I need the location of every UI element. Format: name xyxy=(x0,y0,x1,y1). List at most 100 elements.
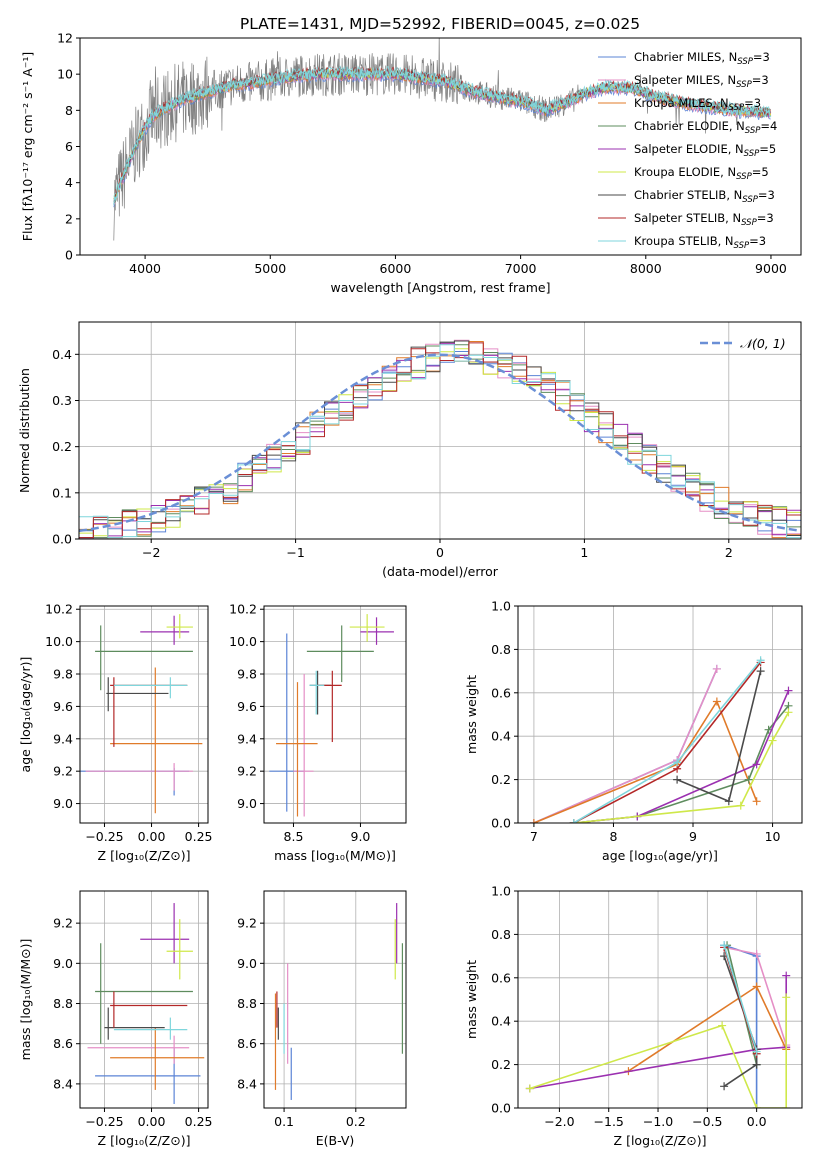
mass_vs_ebv-ytick-label-3: 9.0 xyxy=(237,956,257,971)
spectrum-legend-value-1: =3 xyxy=(752,73,769,87)
mass_weight_vs_age-ytick-label-0: 0.0 xyxy=(491,816,511,831)
mass_weight_vs_age-ytick-label-5: 1.0 xyxy=(491,599,511,614)
age_vs_mass-panel: 8.5 9.0 9.0 9.2 9.4 9.6 9.8 10.0 10.2 mass [log₁₀… xyxy=(229,602,407,863)
mass_weight_vs_Z-marker-8-1 xyxy=(752,1047,761,1056)
age_vs_mass-ytick-label-0: 9.0 xyxy=(237,796,257,811)
spectrum-legend-sub-0: SSP xyxy=(737,57,753,67)
spectrum-ytick-label-4: 8 xyxy=(65,103,73,118)
spectrum-plot-area xyxy=(113,38,772,241)
mass_weight_vs_age-marker-8-1 xyxy=(673,758,682,767)
mass_weight_vs_age-frame xyxy=(517,605,803,824)
spectrum-legend-value-8: =3 xyxy=(749,234,766,248)
mass_vs_Z-frame xyxy=(79,890,209,1109)
gaussian-legend-label: 𝒩(0, 1) xyxy=(740,336,786,351)
mass_weight_vs_Z-marker-2-1 xyxy=(752,982,761,991)
mass_weight_vs_age-marker-6-2 xyxy=(756,667,765,676)
mass_weight_vs_Z-marker-5-1 xyxy=(718,1021,727,1030)
mass_weight_vs_Z-marker-5-4 xyxy=(782,993,791,1002)
mass_weight_vs_Z-ytick-label-4: 0.8 xyxy=(491,927,511,942)
gaussian-curve xyxy=(79,353,801,533)
mass_weight_vs_Z-line-8 xyxy=(723,945,758,1052)
age_vs_mass-ytick-label-3: 9.6 xyxy=(237,699,257,714)
age_vs_Z-ytick-label-5: 10.0 xyxy=(45,634,73,649)
mass_weight_vs_age-xtick-label-3: 10 xyxy=(765,829,781,844)
mass_vs_ebv-xtick-label-0: 0.1 xyxy=(274,1114,294,1129)
spectrum-xtick-label-5: 9000 xyxy=(755,261,787,276)
mass_vs_ebv-panel: 0.1 0.2 8.4 8.6 8.8 9.0 9.2 E(B-V) xyxy=(237,890,407,1148)
mass_weight_vs_Z-marker-5-0 xyxy=(525,1084,534,1093)
spectrum-kroupa-stelib-line xyxy=(113,67,772,205)
spectrum-legend-value-7: =3 xyxy=(757,211,774,225)
mass_weight_vs_age-ytick-label-2: 0.4 xyxy=(491,729,511,744)
histogram-step-8 xyxy=(79,344,801,539)
age_vs_Z-ylabel: age [log₁₀(age/yr)] xyxy=(18,657,33,773)
mass_weight_vs_age-marker-3-2 xyxy=(744,775,753,784)
spectrum-ytick-label-0: 0 xyxy=(65,248,73,263)
spectrum-legend-label-7: Salpeter STELIB, NSSP=3 xyxy=(634,211,774,228)
mass_weight_vs_Z-ytick-label-3: 0.6 xyxy=(491,970,511,985)
mass_weight_vs_age-ylabel: mass weight xyxy=(464,675,479,754)
spectrum-xtick-label-3: 7000 xyxy=(505,261,537,276)
spectrum-legend-value-4: =5 xyxy=(759,142,776,156)
mass_weight_vs_age-marker-8-0 xyxy=(569,819,578,823)
mass_weight_vs_age-ytick-label-4: 0.8 xyxy=(491,642,511,657)
spectrum-panel: 4000 5000 6000 7000 8000 9000 0 2 4 6 8 10 12 wavelen… xyxy=(20,31,802,295)
age_vs_Z-frame xyxy=(79,605,209,824)
mass_weight_vs_Z-ytick-label-0: 0.0 xyxy=(491,1101,511,1116)
mass_vs_Z-ytick-label-2: 8.8 xyxy=(53,996,73,1011)
mass_vs_ebv-xtick-label-1: 0.2 xyxy=(346,1114,366,1129)
mass_vs_Z-plot-area xyxy=(87,903,205,1104)
mass_vs_Z-ylabel: mass [log₁₀(M/M⊙)] xyxy=(18,939,33,1061)
spectrum-xlabel: wavelength [Angstrom, rest frame] xyxy=(330,280,550,295)
age_vs_mass-ytick-label-5: 10.0 xyxy=(229,634,257,649)
spectrum-ytick-label-5: 10 xyxy=(57,67,73,82)
age_vs_Z-xtick-label-2: 0.25 xyxy=(185,829,213,844)
mass_vs_ebv-ytick-label-1: 8.6 xyxy=(237,1036,257,1051)
mass_weight_vs_age-marker-1-2 xyxy=(712,664,721,673)
mass_vs_Z-ytick-label-4: 9.2 xyxy=(53,916,73,931)
spectrum-observed-line xyxy=(113,38,771,241)
residuals-ytick-label-3: 0.3 xyxy=(52,393,72,408)
mass_vs_ebv-plot-area xyxy=(274,903,404,1100)
mass_vs_ebv-frame xyxy=(263,890,407,1109)
spectrum-xtick-label-4: 8000 xyxy=(630,261,662,276)
mass_weight_vs_Z-marker-5-2 xyxy=(752,1104,761,1108)
mass_vs_Z-ytick-label-1: 8.6 xyxy=(53,1036,73,1051)
mass_weight_vs_age-marker-4-3 xyxy=(784,686,793,695)
mass_weight_vs_Z-plot-area xyxy=(525,941,791,1108)
spectrum-xtick-label-2: 6000 xyxy=(380,261,412,276)
mass_weight_vs_age-xtick-label-2: 9 xyxy=(689,829,697,844)
spectrum-legend-sub-3: SSP xyxy=(745,126,761,136)
mass_weight_vs_Z-marker-1-1 xyxy=(752,949,761,958)
mass_vs_Z-xtick-label-2: 0.25 xyxy=(185,1114,213,1129)
mass_weight_vs_age-ytick-label-1: 0.2 xyxy=(491,772,511,787)
mass_weight_vs_Z-xtick-label-1: −1.5 xyxy=(594,1114,624,1129)
residuals-xlabel: (data-model)/error xyxy=(382,564,499,579)
spectrum-legend-value-6: =3 xyxy=(758,188,775,202)
mass_weight_vs_Z-ylabel: mass weight xyxy=(464,960,479,1039)
age_vs_Z-ytick-label-4: 9.8 xyxy=(53,667,73,682)
spectrum-legend-label-8: Kroupa STELIB, NSSP=3 xyxy=(634,234,766,251)
age_vs_mass-xtick-label-1: 9.0 xyxy=(351,829,371,844)
age_vs_mass-xlabel: mass [log₁₀(M/M⊙)] xyxy=(274,848,396,863)
spectrum-legend-label-6: Chabrier STELIB, NSSP=3 xyxy=(634,188,775,205)
age_vs_mass-plot-area xyxy=(269,614,394,817)
mass_weight_vs_Z-xtick-label-0: −2.0 xyxy=(544,1114,574,1129)
mass_weight_vs_Z-line-5 xyxy=(529,997,788,1108)
mass_weight_vs_Z-frame xyxy=(517,890,803,1109)
mass_vs_ebv-ytick-label-2: 8.8 xyxy=(237,996,257,1011)
mass_weight_vs_age-marker-2-3 xyxy=(752,797,761,806)
mass_weight_vs_Z-marker-6-3 xyxy=(720,1082,729,1091)
residuals-ylabel: Normed distribution xyxy=(17,368,32,493)
histogram-step-7 xyxy=(79,342,801,539)
mass_weight_vs_Z-marker-4-3 xyxy=(782,971,791,980)
mass_weight_vs_age-marker-2-2 xyxy=(712,697,721,706)
spectrum-legend-label-5: Kroupa ELODIE, NSSP=5 xyxy=(634,165,769,182)
spectrum-xtick-label-1: 5000 xyxy=(254,261,286,276)
residuals-xtick-label-4: 2 xyxy=(725,545,733,560)
mass_vs_ebv-xlabel: E(B-V) xyxy=(316,1133,355,1148)
mass_weight_vs_age-marker-2-0 xyxy=(529,819,538,823)
age_vs_Z-ytick-label-0: 9.0 xyxy=(53,796,73,811)
spectrum-legend-label-1: Salpeter MILES, NSSP=3 xyxy=(634,73,769,90)
